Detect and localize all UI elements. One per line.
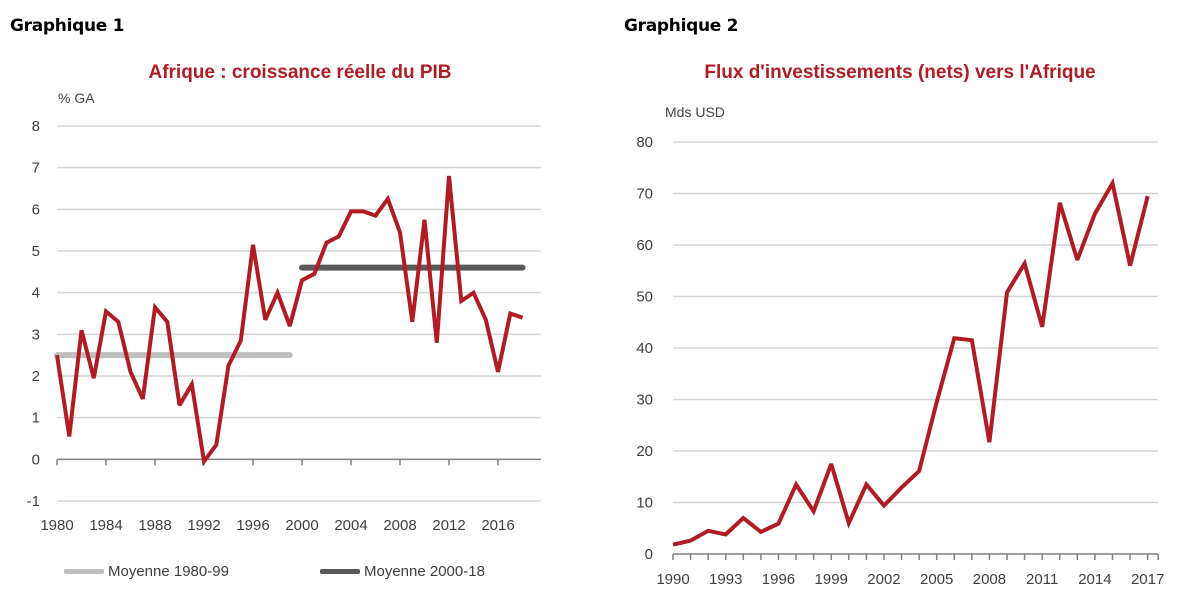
chart1-y-tick-label: 5 — [32, 243, 40, 260]
legend-swatch-avg-1980-99 — [64, 569, 104, 574]
chart2-series-line — [672, 177, 1150, 547]
chart2-y-tick-label: 40 — [636, 340, 653, 357]
chart1-x-tick-label: 1992 — [187, 517, 220, 534]
chart2-x-tick-label: 2014 — [1078, 571, 1111, 588]
chart1-x-tick-label: 1984 — [89, 517, 122, 534]
chart1-x-tick-label: 2004 — [334, 517, 367, 534]
chart2-y-tick-label: 30 — [636, 392, 653, 409]
chart2-x-tick-label: 2011 — [1026, 571, 1058, 588]
chart1-y-tick-label: 3 — [32, 326, 40, 343]
legend-item-avg-2000-18: Moyenne 2000-18 — [320, 563, 485, 580]
chart2-x-tick-label: 1999 — [815, 571, 848, 588]
chart1-y-tick-label: -1 — [27, 493, 40, 510]
chart2-x-tick-label: 1993 — [709, 571, 742, 588]
legend-label-avg-1980-99: Moyenne 1980-99 — [108, 563, 229, 580]
chart2-y-tick-label: 60 — [636, 237, 653, 254]
chart2-title: Flux d'investissements (nets) vers l'Afr… — [704, 62, 1096, 83]
chart2-x-tick-label: 2002 — [867, 571, 900, 588]
legend-item-avg-1980-99: Moyenne 1980-99 — [64, 563, 229, 580]
chart1-heading: Graphique 1 — [10, 16, 125, 36]
chart1-x-tick-label: 2000 — [285, 517, 318, 534]
chart1-x-tick-label: 2016 — [481, 517, 514, 534]
chart2-x-tick-label: 1990 — [656, 571, 689, 588]
chart1-y-tick-label: 2 — [32, 368, 40, 385]
chart2-y-tick-label: 50 — [636, 289, 653, 306]
chart1-x-tick-label: 1980 — [40, 517, 73, 534]
chart1-x-tick-label: 2012 — [432, 517, 465, 534]
chart2-y-unit: Mds USD — [665, 104, 725, 120]
chart1-series-line — [55, 175, 524, 467]
chart2-x-tick-label: 2005 — [920, 571, 953, 588]
chart1-y-tick-label: 8 — [32, 118, 40, 135]
chart1-x-tick-label: 1988 — [138, 517, 171, 534]
chart1-y-tick-label: 1 — [32, 410, 40, 427]
chart1-title: Afrique : croissance réelle du PIB — [148, 62, 452, 83]
chart1-y-unit: % GA — [58, 90, 95, 106]
chart2-x-tick-label: 1996 — [762, 571, 795, 588]
chart1-y-tick-label: 6 — [32, 201, 40, 218]
chart2-y-tick-label: 70 — [636, 186, 653, 203]
chart2-y-tick-label: 80 — [636, 134, 653, 151]
chart1-x-tick-label: 1996 — [236, 517, 269, 534]
chart2-y-tick-label: 0 — [645, 546, 653, 563]
chart2-heading: Graphique 2 — [624, 16, 739, 36]
chart2-x-tick-label: 2008 — [973, 571, 1006, 588]
chart2-x-tick-label: 2017 — [1131, 571, 1164, 588]
chart1-y-tick-label: 7 — [32, 160, 40, 177]
legend-label-avg-2000-18: Moyenne 2000-18 — [364, 563, 485, 580]
chart2-y-tick-label: 10 — [636, 495, 653, 512]
chart1-y-tick-label: 0 — [32, 451, 40, 468]
chart1-x-tick-label: 2008 — [383, 517, 416, 534]
legend-swatch-avg-2000-18 — [320, 569, 360, 574]
chart2-y-tick-label: 20 — [636, 443, 653, 460]
chart1-y-tick-label: 4 — [32, 285, 40, 302]
